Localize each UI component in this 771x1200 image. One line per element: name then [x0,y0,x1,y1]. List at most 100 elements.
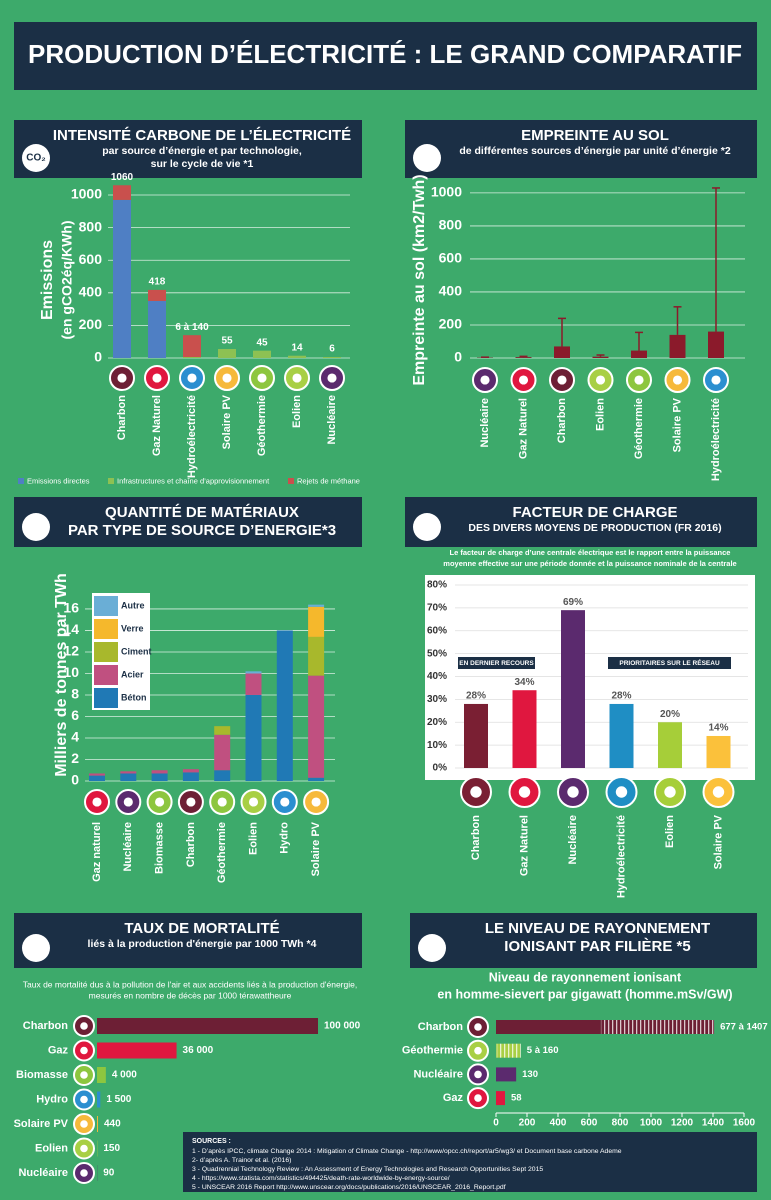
bar [669,334,686,358]
y-tick-label: 0 [71,772,79,788]
y-tick-label: 400 [79,284,103,300]
x-tick-label: Solaire PV [221,394,233,449]
tag-box [458,657,535,669]
y-tick-label: 0 [94,349,102,365]
plot-title: Niveau de rayonnement ionisant [489,970,682,984]
x-tick-label: Gaz Naturel [151,395,163,456]
legend-swatch [94,619,118,639]
y-tick-label: 8 [71,686,79,702]
total-label: 45 [256,337,268,348]
total-label: 6 à 140 [175,322,209,333]
energy-icon-glyph [595,375,606,385]
energy-icon-glyph [567,786,579,798]
bar [496,1020,601,1034]
section-header [14,497,362,547]
section-subtitle: de différentes sources d’énergie par uni… [459,145,730,157]
energy-icon-glyph [327,373,337,383]
energy-icon-glyph [80,1022,88,1030]
bar-segment [89,773,105,776]
y-tick-label: 80% [427,580,447,591]
category-label: Nucléaire [18,1167,68,1179]
energy-icon-glyph [222,373,232,383]
x-tick-label: 1200 [671,1118,694,1129]
x-tick-label: Eolien [247,822,259,855]
energy-icon-glyph [664,786,676,798]
value-label: 28% [466,691,486,702]
bar-segment [253,350,271,358]
energy-icon-glyph [474,1023,482,1031]
section-header [405,120,757,178]
x-tick-label: Charbon [185,822,197,868]
y-tick-label: 600 [439,250,463,266]
bar [554,346,570,358]
bar [561,610,585,768]
y-tick-label: 20% [427,717,447,728]
energy-icon-glyph [474,1046,482,1055]
value-label: 34% [514,677,534,688]
tag-box [608,657,731,669]
x-tick-label: Gaz Naturel [518,815,530,876]
value-label: 36 000 [183,1045,214,1056]
legend-swatch [94,642,118,662]
header-icon-label: CO₂ [26,153,45,164]
bar-segment [218,349,236,358]
x-tick-label: 0 [493,1118,499,1129]
section-header [410,913,757,968]
x-tick-label: 1400 [702,1118,725,1129]
section-subtitle: liés à la production d'énergie par 1000 … [88,938,317,950]
value-label: 58 [511,1093,522,1104]
bar-segment [308,777,325,781]
y-tick-label: 0 [454,349,462,365]
x-tick-label: Eolien [291,395,303,428]
energy-icon-glyph [518,375,529,385]
energy-icon-glyph [80,1120,88,1128]
y-tick-label: 70% [427,603,447,614]
x-tick-label: Hydroélectricité [186,395,198,478]
value-label: 4 000 [112,1070,137,1081]
bar-segment [245,671,262,674]
source-line: 1 - D’après IPCC, climate Change 2014 : … [192,1148,622,1155]
bar-segment [308,606,325,637]
value-label: 130 [522,1069,538,1080]
note: Le facteur de charge d’une centrale élec… [450,548,731,557]
sources-box [183,1132,757,1192]
total-label: 418 [149,277,166,288]
category-label: Nucléaire [413,1068,463,1080]
y-tick-label: 6 [71,707,79,723]
bar-segment [288,355,306,358]
energy-icon-glyph [257,373,267,383]
section-title: IONISANT PAR FILIÈRE *5 [504,938,690,955]
energy-icon-glyph [186,797,196,807]
y-axis-label: (en gCO2éq/KWh) [59,221,75,340]
bar [512,690,537,768]
sources-heading: SOURCES : [192,1138,231,1145]
x-tick-label: Eolien [664,815,676,848]
legend-label: Ciment [121,646,152,656]
section-header [14,913,362,968]
y-axis-label: Emissions [39,240,56,320]
bar-segment [245,673,262,695]
x-tick-label: Hydroélectricité [615,815,627,898]
bar-segment [89,775,105,781]
value-label: 20% [660,709,680,720]
bar-segment [148,289,166,301]
y-tick-label: 400 [439,283,463,299]
note: Taux de mortalité dus à la pollution de … [23,979,357,989]
source-line: 4 - https://www.statista.com/statistics/… [192,1175,450,1182]
energy-icon-glyph [474,1070,482,1079]
energy-icon-glyph [292,373,302,383]
energy-icon-glyph [187,373,197,383]
x-tick-label: Gaz naturel [91,822,103,882]
section-title: QUANTITÉ DE MATÉRIAUX [105,504,299,521]
x-tick-label: Hydroélectricité [710,398,722,481]
x-tick-label: Nucléaire [567,815,579,865]
bar [464,703,488,768]
y-tick-label: 200 [79,316,103,332]
category-label: Biomasse [16,1069,68,1081]
y-tick-label: 4 [71,729,79,745]
y-tick-label: 200 [439,316,463,332]
value-label: 440 [104,1119,121,1130]
category-label: Gaz [48,1044,69,1056]
